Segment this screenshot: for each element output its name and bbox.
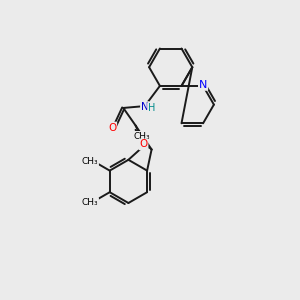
Text: CH₃: CH₃ [82,157,98,166]
Text: N: N [199,80,207,90]
Text: O: O [139,140,148,149]
Text: CH₃: CH₃ [134,132,150,141]
Text: H: H [148,103,155,113]
Text: N: N [141,102,149,112]
Text: O: O [108,122,116,133]
Text: CH₃: CH₃ [82,198,98,207]
